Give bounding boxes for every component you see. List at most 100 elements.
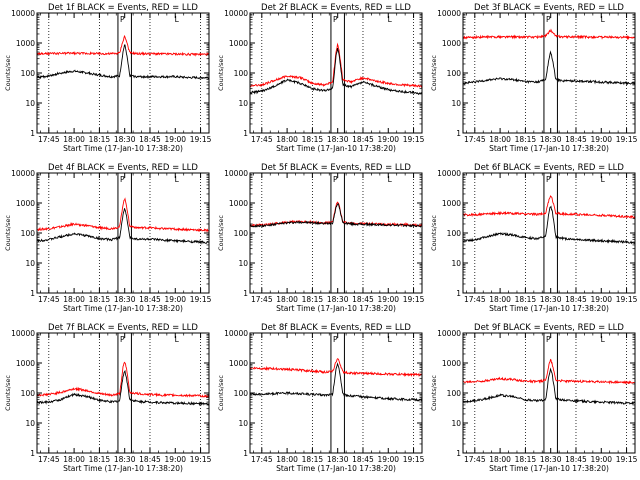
x-tick-label: 17:45 bbox=[251, 455, 273, 464]
y-tick-label: 1000 bbox=[442, 199, 461, 208]
y-tick-label: 1000 bbox=[442, 39, 461, 48]
x-tick-label: 18:15 bbox=[302, 295, 324, 304]
x-tick-label: 18:15 bbox=[515, 455, 537, 464]
flag-label: P bbox=[546, 15, 551, 24]
x-tick-label: 18:15 bbox=[302, 455, 324, 464]
panel-det-5: Det 5f BLACK = Events, RED = LLD P L 1 10 100… bbox=[217, 163, 425, 313]
y-tick-label: 10 bbox=[238, 99, 248, 108]
y-tick-label: 10 bbox=[451, 259, 461, 268]
x-tick-label: 19:15 bbox=[190, 295, 212, 304]
flag-label: L bbox=[601, 175, 606, 184]
y-tick-label: 10000 bbox=[224, 329, 248, 338]
x-tick-label: 18:30 bbox=[327, 455, 349, 464]
y-tick-label: 10000 bbox=[224, 169, 248, 178]
flag-label: P bbox=[120, 175, 125, 184]
x-tick-label: 18:00 bbox=[489, 135, 511, 144]
series-line-lld bbox=[462, 28, 636, 41]
x-tick-label: 18:00 bbox=[489, 295, 511, 304]
series-line-events bbox=[249, 48, 423, 96]
flag-label: L bbox=[388, 335, 393, 344]
y-tick-label: 10000 bbox=[11, 329, 35, 338]
x-tick-label: 17:45 bbox=[251, 135, 273, 144]
x-tick-label: 19:00 bbox=[590, 295, 612, 304]
plot-frame bbox=[36, 172, 210, 294]
y-tick-label: 100 bbox=[21, 229, 36, 238]
panel-det-2: Det 2f BLACK = Events, RED = LLD P L 1 10 100… bbox=[217, 3, 425, 153]
series-line-lld bbox=[462, 358, 636, 385]
x-tick-label: 18:30 bbox=[327, 135, 349, 144]
panel-title: Det 4f BLACK = Events, RED = LLD bbox=[48, 163, 198, 173]
y-tick-label: 10000 bbox=[11, 169, 35, 178]
x-tick-label: 19:15 bbox=[190, 135, 212, 144]
x-tick-label: 18:00 bbox=[63, 135, 85, 144]
y-tick-label: 10000 bbox=[11, 9, 35, 18]
panel-title: Det 5f BLACK = Events, RED = LLD bbox=[261, 163, 411, 173]
flag-label: P bbox=[120, 15, 125, 24]
y-tick-label: 1000 bbox=[229, 199, 248, 208]
y-tick-label: 10 bbox=[25, 259, 35, 268]
y-tick-label: 10000 bbox=[437, 169, 461, 178]
series-line-events bbox=[463, 50, 636, 86]
x-tick-label: 18:30 bbox=[540, 135, 562, 144]
series-line-events bbox=[36, 208, 210, 245]
x-tick-label: 17:45 bbox=[38, 455, 60, 464]
flag-label: L bbox=[175, 15, 180, 24]
y-axis-label: Counts/sec bbox=[4, 215, 12, 251]
flag-label: P bbox=[546, 175, 551, 184]
y-tick-label: 1 bbox=[456, 289, 461, 298]
y-tick-label: 1000 bbox=[16, 39, 35, 48]
x-tick-label: 19:00 bbox=[590, 135, 612, 144]
flag-label: L bbox=[388, 175, 393, 184]
x-tick-label: 18:30 bbox=[114, 295, 136, 304]
y-axis-label: Counts/sec bbox=[217, 215, 225, 251]
series-line-lld bbox=[36, 361, 210, 398]
y-tick-label: 1 bbox=[30, 449, 35, 458]
x-tick-label: 18:15 bbox=[302, 135, 324, 144]
x-tick-label: 18:45 bbox=[352, 135, 374, 144]
y-tick-label: 10 bbox=[238, 419, 248, 428]
flag-label: L bbox=[601, 15, 606, 24]
panel-det-3: Det 3f BLACK = Events, RED = LLD P L 1 10 100… bbox=[430, 3, 638, 153]
flag-label: P bbox=[333, 335, 338, 344]
panel-title: Det 2f BLACK = Events, RED = LLD bbox=[261, 3, 411, 13]
y-tick-label: 1000 bbox=[229, 359, 248, 368]
y-tick-label: 10 bbox=[25, 419, 35, 428]
y-tick-label: 1000 bbox=[229, 39, 248, 48]
x-tick-label: 18:30 bbox=[114, 455, 136, 464]
plot-frame bbox=[462, 332, 636, 454]
series-line-events bbox=[249, 202, 423, 228]
y-tick-label: 1000 bbox=[16, 359, 35, 368]
y-axis-label: Counts/sec bbox=[430, 55, 438, 91]
y-axis-label: Counts/sec bbox=[430, 215, 438, 251]
series-line-events bbox=[36, 44, 210, 80]
x-tick-label: 17:45 bbox=[38, 295, 60, 304]
series-line-events bbox=[36, 369, 210, 407]
y-tick-label: 1 bbox=[456, 129, 461, 138]
x-axis-label: Start Time (17-Jan-10 17:38:20) bbox=[63, 144, 183, 153]
x-tick-label: 18:45 bbox=[565, 135, 587, 144]
plot-frame bbox=[462, 172, 636, 294]
y-tick-label: 10 bbox=[451, 99, 461, 108]
x-tick-label: 19:00 bbox=[377, 135, 399, 144]
x-tick-label: 18:00 bbox=[276, 455, 298, 464]
flag-label: L bbox=[601, 335, 606, 344]
x-tick-label: 19:00 bbox=[377, 455, 399, 464]
panel-title: Det 8f BLACK = Events, RED = LLD bbox=[261, 323, 411, 333]
y-tick-label: 100 bbox=[447, 389, 462, 398]
y-axis-label: Counts/sec bbox=[217, 375, 225, 411]
x-tick-label: 17:45 bbox=[251, 295, 273, 304]
x-tick-label: 18:00 bbox=[276, 295, 298, 304]
series-line-lld bbox=[462, 195, 636, 220]
x-tick-label: 18:15 bbox=[515, 295, 537, 304]
y-tick-label: 10 bbox=[25, 99, 35, 108]
y-tick-label: 1 bbox=[243, 129, 248, 138]
x-tick-label: 18:45 bbox=[139, 295, 161, 304]
y-tick-label: 1 bbox=[456, 449, 461, 458]
series-line-lld bbox=[36, 197, 210, 233]
y-axis-label: Counts/sec bbox=[4, 375, 12, 411]
plot-frame bbox=[249, 12, 423, 134]
y-axis-label: Counts/sec bbox=[430, 375, 438, 411]
panel-det-1: Det 1f BLACK = Events, RED = LLD P L 1 10 100… bbox=[4, 3, 212, 153]
x-tick-label: 19:15 bbox=[403, 295, 425, 304]
x-tick-label: 18:30 bbox=[327, 295, 349, 304]
